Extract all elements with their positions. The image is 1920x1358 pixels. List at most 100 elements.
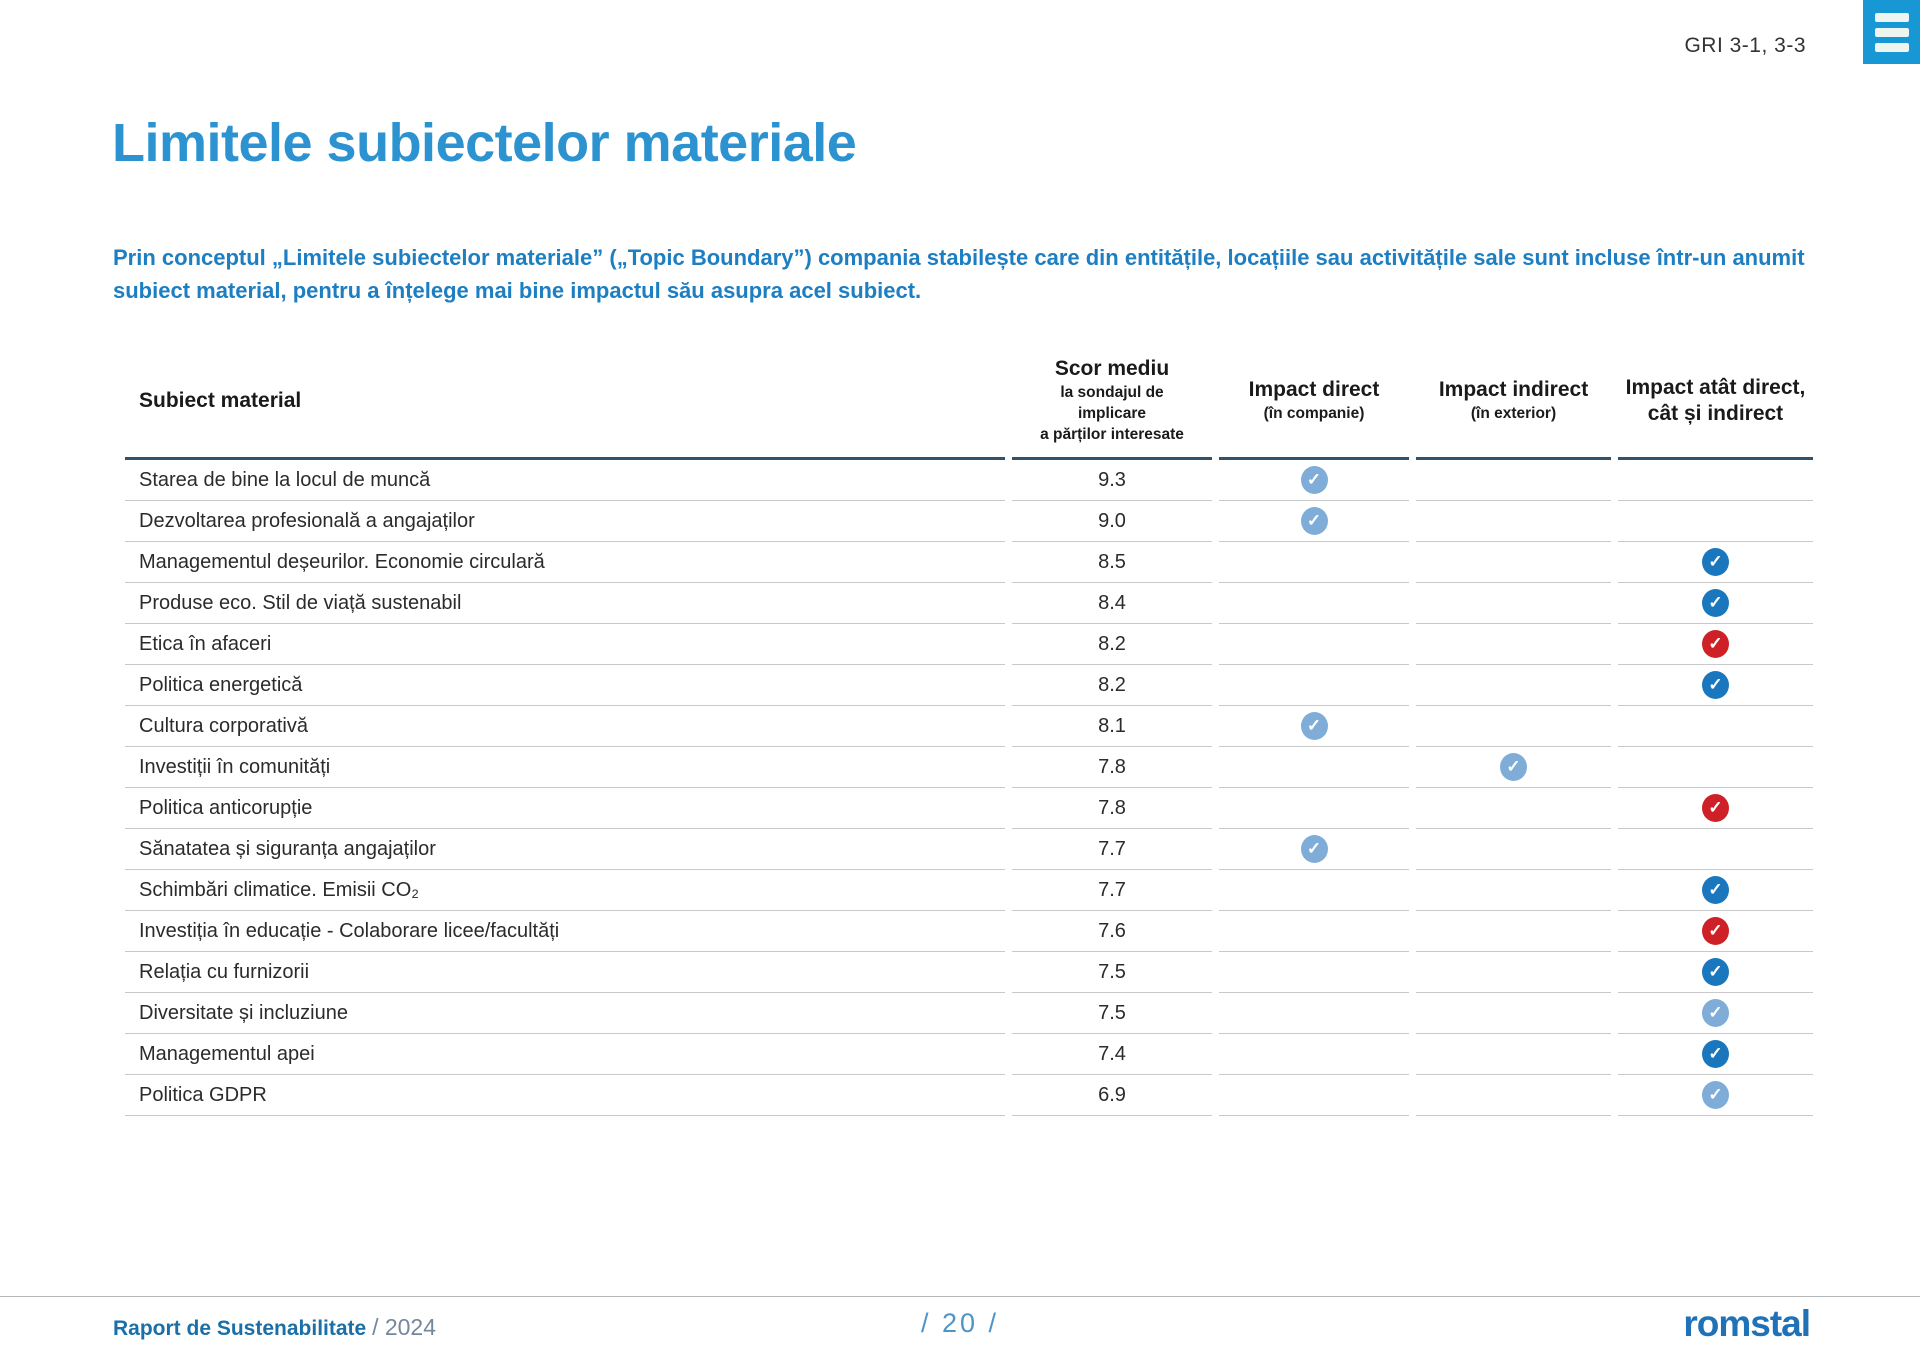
subject-label: Etica în afaceri [125,624,1005,665]
impact-direct-cell: ✓ [1219,501,1409,542]
impact-direct-cell [1219,747,1409,788]
column-header-impact-direct: Impact direct (în companie) [1219,356,1409,460]
impact-indirect-cell [1416,624,1611,665]
impact-direct-cell [1219,665,1409,706]
impact-both-cell: ✓ [1618,911,1813,952]
impact-direct-sub: (în companie) [1263,405,1365,422]
subject-label: Diversitate și incluziune [125,993,1005,1034]
score-value: 8.5 [1012,542,1212,583]
table-row: Investiții în comunități 7.8 ✓ [125,747,1813,788]
gri-reference: GRI 3-1, 3-3 [1684,34,1806,57]
impact-indirect-title: Impact indirect [1438,378,1589,401]
impact-indirect-cell [1416,788,1611,829]
table-row: Sănatatea și siguranța angajaților 7.7 ✓ [125,829,1813,870]
score-value: 7.7 [1012,829,1212,870]
impact-direct-cell [1219,788,1409,829]
report-name: Raport de Sustenabilitate [113,1317,367,1340]
table-row: Starea de bine la locul de muncă 9.3 ✓ [125,460,1813,501]
table-row: Cultura corporativă 8.1 ✓ [125,706,1813,747]
subject-label: Cultura corporativă [125,706,1005,747]
score-value: 8.4 [1012,583,1212,624]
report-year: / 2024 [372,1314,437,1340]
impact-direct-title: Impact direct [1248,378,1380,401]
checkmark-icon: ✓ [1702,548,1729,576]
score-value: 7.8 [1012,747,1212,788]
impact-indirect-cell [1416,501,1611,542]
impact-direct-cell [1219,911,1409,952]
impact-indirect-cell [1416,870,1611,911]
score-value: 7.7 [1012,870,1212,911]
impact-both-title: Impact atât direct, [1625,375,1806,399]
impact-indirect-cell [1416,993,1611,1034]
impact-both-cell [1618,501,1813,542]
score-value: 9.0 [1012,501,1212,542]
score-value: 7.6 [1012,911,1212,952]
checkmark-icon: ✓ [1702,958,1729,986]
score-header-title: Scor mediu [1054,357,1170,380]
subject-label: Investiția în educație - Colaborare lice… [125,911,1005,952]
page-title: Limitele subiectelor materiale [112,113,857,173]
checkmark-icon: ✓ [1702,876,1729,904]
hamburger-icon [1874,42,1909,52]
impact-direct-cell [1219,583,1409,624]
impact-direct-cell [1219,542,1409,583]
checkmark-icon: ✓ [1702,1081,1729,1109]
impact-direct-cell [1219,1034,1409,1075]
score-value: 8.2 [1012,624,1212,665]
table-row: Relația cu furnizorii 7.5 ✓ [125,952,1813,993]
checkmark-icon: ✓ [1300,507,1328,535]
subject-label: Politica GDPR [125,1075,1005,1116]
impact-both-cell: ✓ [1618,542,1813,583]
table-header-row: Subiect material Scor mediu la sondajul … [125,356,1813,460]
impact-both-cell: ✓ [1618,952,1813,993]
subject-label: Relația cu furnizorii [125,952,1005,993]
column-header-impact-both: Impact atât direct, cât și indirect [1618,356,1813,460]
impact-indirect-cell [1416,706,1611,747]
impact-direct-cell: ✓ [1219,829,1409,870]
impact-indirect-sub: (în exterior) [1470,405,1557,422]
subject-label: Politica energetică [125,665,1005,706]
footer-report-label: Raport de Sustenabilitate / 2024 [113,1314,436,1341]
impact-indirect-cell [1416,542,1611,583]
checkmark-icon: ✓ [1702,630,1729,658]
footer-divider [0,1296,1920,1297]
intro-paragraph: Prin conceptul „Limitele subiectelor mat… [113,245,1805,303]
score-value: 7.5 [1012,952,1212,993]
romstal-logo: romstal [1683,1303,1811,1344]
subject-label: Politica anticorupție [125,788,1005,829]
impact-both-cell: ✓ [1618,870,1813,911]
table-row: Produse eco. Stil de viață sustenabil 8.4… [125,583,1813,624]
impact-both-cell: ✓ [1618,583,1813,624]
impact-both-cell: ✓ [1618,788,1813,829]
impact-both-cell: ✓ [1618,993,1813,1034]
impact-direct-cell [1219,624,1409,665]
subject-label: Schimbări climatice. Emisii CO₂ [125,870,1005,911]
impact-both-title: cât și indirect [1647,401,1784,425]
checkmark-icon: ✓ [1500,753,1527,781]
score-header-sub: implicare [1077,405,1147,422]
impact-both-cell: ✓ [1618,1075,1813,1116]
score-value: 9.3 [1012,460,1212,501]
checkmark-icon: ✓ [1300,466,1328,494]
impact-indirect-cell [1416,952,1611,993]
checkmark-icon: ✓ [1702,589,1729,617]
checkmark-icon: ✓ [1300,712,1328,740]
table-row: Schimbări climatice. Emisii CO₂ 7.7 ✓ [125,870,1813,911]
impact-indirect-cell [1416,583,1611,624]
checkmark-icon: ✓ [1702,917,1729,945]
table-row: Managementul apei 7.4 ✓ [125,1034,1813,1075]
menu-button[interactable] [1863,0,1920,64]
score-value: 8.2 [1012,665,1212,706]
checkmark-icon: ✓ [1702,794,1729,822]
impact-direct-cell: ✓ [1219,706,1409,747]
impact-both-cell [1618,706,1813,747]
subject-label: Managementul deșeurilor. Economie circul… [125,542,1005,583]
impact-indirect-cell [1416,1034,1611,1075]
table-row: Managementul deșeurilor. Economie circul… [125,542,1813,583]
subject-label: Dezvoltarea profesională a angajaților [125,501,1005,542]
impact-direct-cell [1219,993,1409,1034]
subject-label: Investiții în comunități [125,747,1005,788]
impact-both-cell [1618,829,1813,870]
impact-both-cell: ✓ [1618,1034,1813,1075]
